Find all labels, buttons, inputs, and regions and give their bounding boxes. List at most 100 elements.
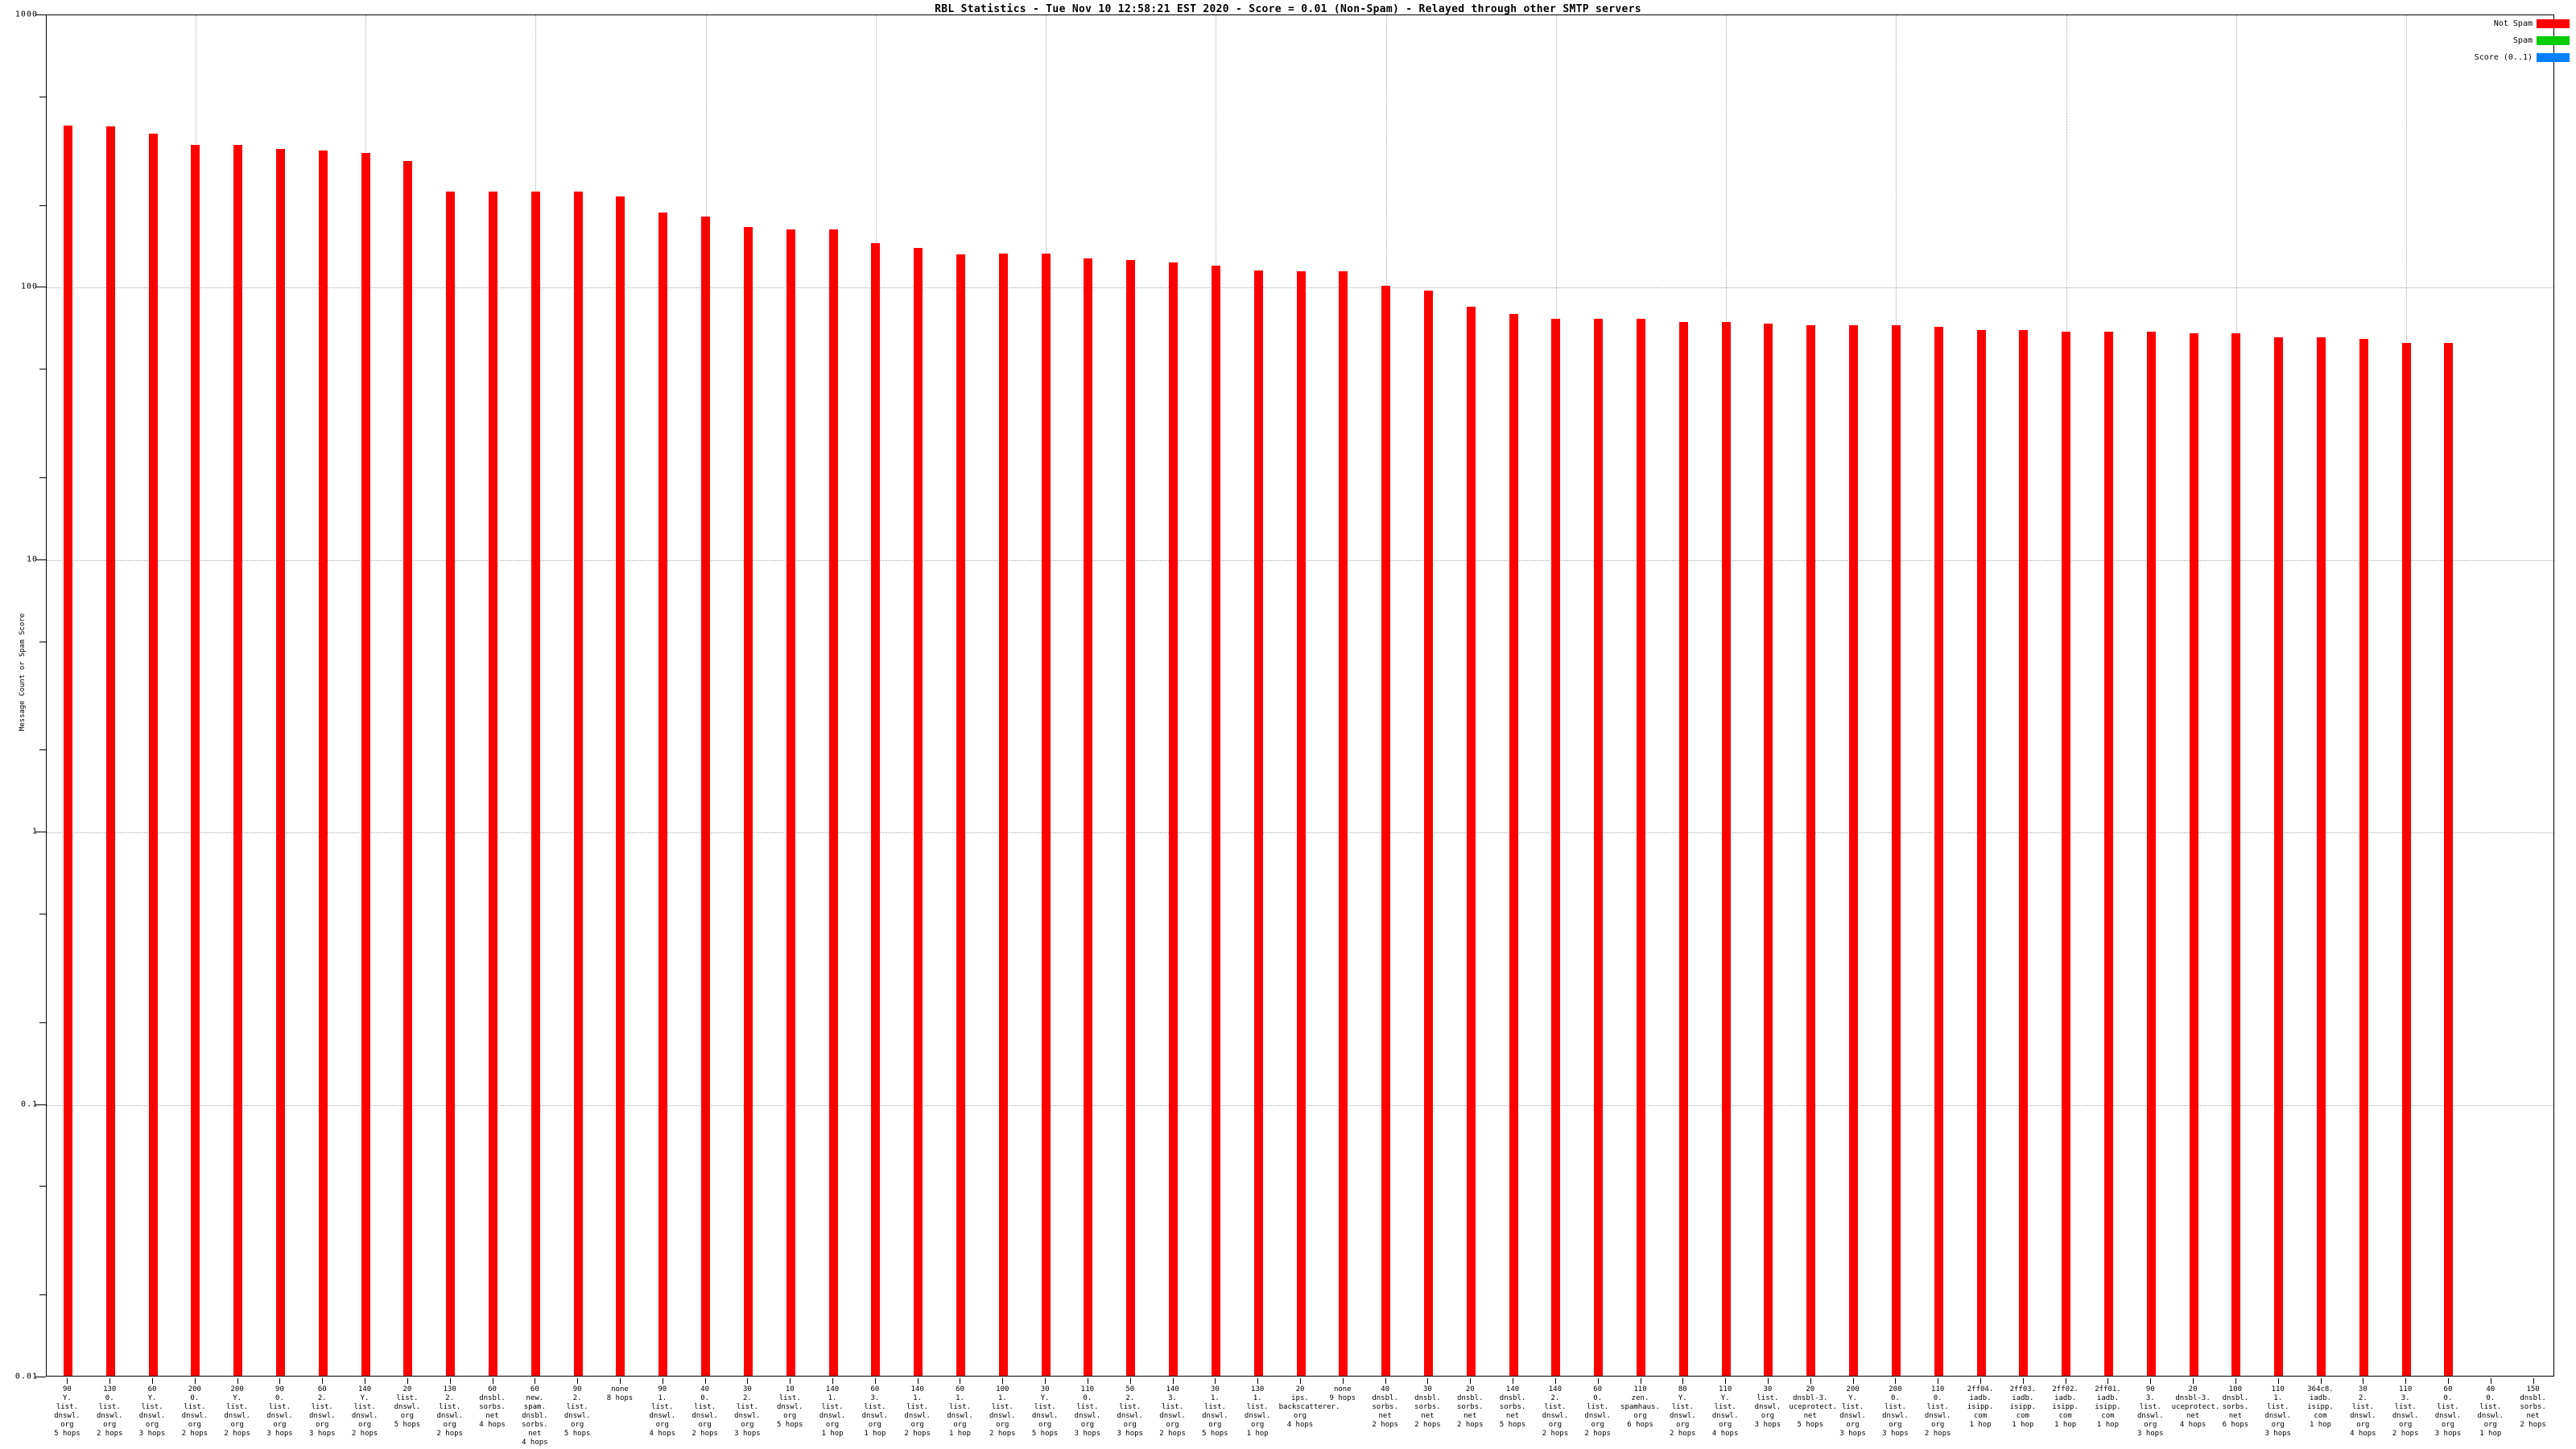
x-tick [2107,1378,2109,1384]
x-tick-label: 130 2. list. dnswl. org 2 hops [428,1385,471,1439]
x-tick-label-line: 4 hops [522,1439,548,1447]
x-tick-label: 20 dnsbl-3. uceprotect. net 5 hops [1789,1385,1837,1430]
bar-not-spam[interactable] [871,242,881,1376]
x-tick-label-line: ips. [1291,1394,1309,1402]
bar-not-spam[interactable] [105,126,115,1376]
bar-not-spam[interactable] [148,133,158,1376]
bar-not-spam[interactable] [1211,265,1220,1376]
bar-not-spam[interactable] [2274,336,2284,1376]
bar-not-spam[interactable] [361,153,370,1376]
bar-not-spam[interactable] [1169,262,1179,1376]
bar-not-spam[interactable] [914,248,923,1376]
bar-not-spam[interactable] [318,151,328,1376]
legend-item[interactable]: Not Spam [2409,18,2570,29]
x-tick-label-line: 140 [1548,1385,1562,1393]
x-tick-label-line: none [1333,1385,1352,1393]
bar-not-spam[interactable] [2444,342,2454,1376]
bar-not-spam[interactable] [573,192,583,1376]
x-tick-label-line: org [1080,1421,1095,1429]
x-tick-label-line: 1 hop [864,1430,886,1438]
x-tick [747,1378,749,1384]
bar-not-spam[interactable] [1381,286,1391,1376]
x-tick-label-line: 3 hops [734,1430,761,1438]
bar-not-spam[interactable] [2231,333,2241,1376]
bar-not-spam[interactable] [1806,324,1816,1376]
bar-not-spam[interactable] [956,254,965,1376]
bar-not-spam[interactable] [2359,339,2368,1376]
bar-not-spam[interactable] [2401,342,2411,1376]
x-tick-label: 100 dnsbl. sorbs. net 6 hops [2214,1385,2256,1430]
bar-not-spam[interactable] [1126,259,1136,1376]
bar-not-spam[interactable] [1891,324,1901,1376]
bar-not-spam[interactable] [63,126,72,1376]
bar-not-spam[interactable] [403,160,413,1376]
bar-not-spam[interactable] [1253,270,1263,1376]
x-tick-label-line: list. [906,1403,929,1411]
x-tick-label-line: org [1718,1421,1732,1429]
x-tick-label-line: com [2016,1412,2029,1420]
bar-not-spam[interactable] [489,191,498,1376]
bar-not-spam[interactable] [1551,318,1561,1376]
bar-not-spam[interactable] [2019,329,2029,1376]
x-tick-label-line: dnswl. [1670,1412,1696,1420]
x-tick-label-line: org [996,1421,1009,1429]
x-tick-label-line: list. [1203,1403,1226,1411]
x-tick-label-line: dnswl. [1031,1412,1059,1420]
legend-item[interactable]: Score (0..1) [2409,52,2570,63]
x-tick-label-line: net [1505,1412,1520,1420]
bar-not-spam[interactable] [275,149,285,1376]
bar-not-spam[interactable] [2146,332,2156,1376]
x-tick-label-line: org [953,1421,967,1429]
bar-not-spam[interactable] [1466,307,1476,1376]
bar-not-spam[interactable] [446,192,456,1376]
legend-item[interactable]: Spam [2409,35,2570,46]
x-tick-label-line: 200 [230,1385,244,1393]
bar-not-spam[interactable] [828,229,838,1376]
x-tick-label: none 8 hops [599,1385,642,1403]
bar-not-spam[interactable] [1764,323,1773,1376]
bar-not-spam[interactable] [2103,332,2113,1376]
x-tick-label-line: 20 [2188,1385,2198,1393]
x-tick-label-line: 100 [2228,1385,2243,1393]
bar-not-spam[interactable] [2317,336,2326,1376]
x-tick-label-line: 3. [2145,1394,2155,1402]
bar-not-spam[interactable] [616,196,625,1376]
bar-not-spam[interactable] [1721,321,1731,1376]
bar-not-spam[interactable] [1339,271,1348,1376]
bar-not-spam[interactable] [743,226,753,1376]
x-tick-label-line: list. [2479,1403,2502,1411]
bar-not-spam[interactable] [1849,324,1859,1376]
bar-not-spam[interactable] [530,191,540,1376]
bar-not-spam[interactable] [786,229,795,1376]
x-tick-label-line: iadb. [2012,1394,2034,1402]
x-tick-label-line: sorbs. [1456,1403,1484,1411]
x-tick-label: 200 0. list. dnswl. org 3 hops [1874,1385,1917,1439]
bar-not-spam[interactable] [1934,326,1943,1376]
bar-not-spam[interactable] [1509,314,1518,1376]
bar-not-spam[interactable] [701,217,711,1376]
bar-not-spam[interactable] [998,253,1008,1376]
bar-not-spam[interactable] [191,144,200,1376]
bar-not-spam[interactable] [1976,329,1986,1376]
x-tick-label-line: org [1761,1412,1775,1420]
bar-not-spam[interactable] [658,213,668,1376]
bar-not-spam[interactable] [1637,318,1645,1376]
x-tick [1895,1378,1897,1384]
x-tick-label: 110 3. list. dnswl. org 2 hops [2384,1385,2427,1439]
x-tick-label: 20 list. dnswl. org 5 hops [386,1385,429,1430]
bar-not-spam[interactable] [1296,271,1306,1376]
bar-not-spam[interactable] [233,144,243,1376]
x-tick-label-line: zen. [1631,1394,1649,1402]
bar-not-spam[interactable] [1594,318,1604,1376]
bar-not-spam[interactable] [1423,291,1433,1376]
x-tick-label-line: 60 [2443,1385,2453,1393]
x-tick-label-line: dnswl. [2350,1412,2376,1420]
bar-not-spam[interactable] [1678,321,1688,1376]
x-tick-label-line: com [2101,1412,2115,1420]
bar-not-spam[interactable] [2062,332,2071,1376]
bar-not-spam[interactable] [1084,258,1093,1376]
bar-not-spam[interactable] [2189,333,2198,1376]
x-tick-label-line: 3 hops [1754,1421,1781,1429]
bar-not-spam[interactable] [1041,253,1051,1376]
x-tick-label-line: 100 [996,1385,1009,1393]
